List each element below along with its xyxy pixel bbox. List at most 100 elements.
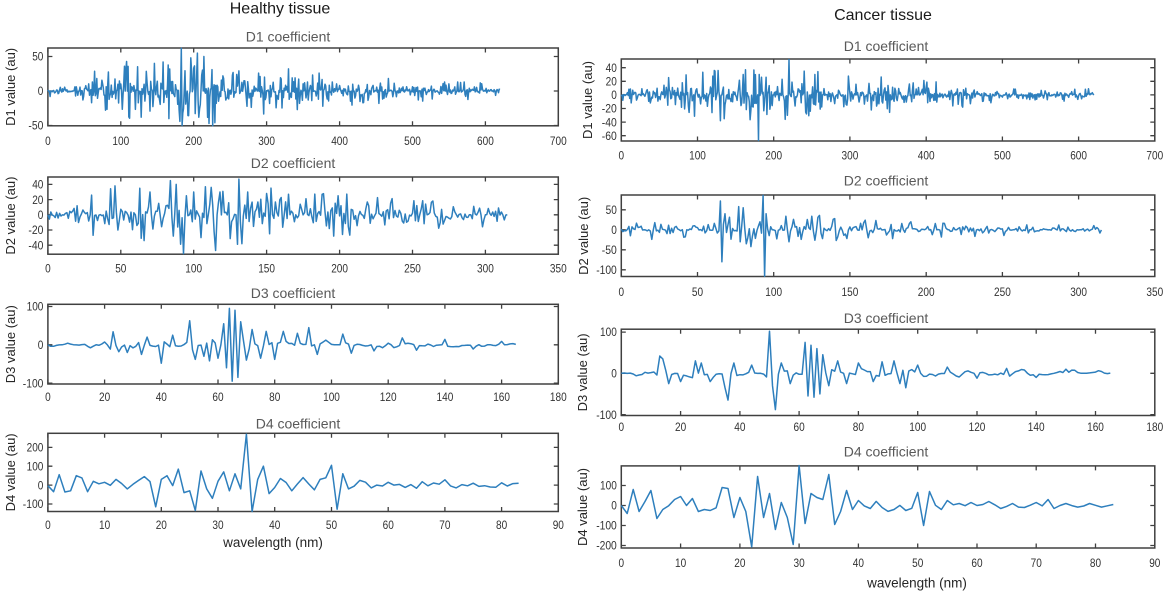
svg-text:-40: -40 bbox=[602, 115, 617, 129]
svg-text:-50: -50 bbox=[602, 243, 617, 257]
svg-text:40: 40 bbox=[156, 390, 167, 404]
svg-text:50: 50 bbox=[912, 556, 923, 570]
svg-text:0: 0 bbox=[611, 88, 617, 102]
svg-text:50: 50 bbox=[692, 285, 703, 299]
svg-text:0: 0 bbox=[619, 556, 625, 570]
svg-text:350: 350 bbox=[550, 261, 567, 275]
svg-text:100: 100 bbox=[27, 300, 44, 314]
svg-text:0: 0 bbox=[619, 148, 625, 162]
svg-text:0: 0 bbox=[611, 367, 617, 381]
svg-text:wavelength (nm): wavelength (nm) bbox=[222, 535, 323, 550]
svg-text:-40: -40 bbox=[28, 238, 43, 252]
svg-text:D3 value (au): D3 value (au) bbox=[575, 333, 590, 411]
svg-text:D1 coefficient: D1 coefficient bbox=[844, 38, 929, 54]
svg-text:0: 0 bbox=[45, 134, 51, 148]
svg-text:D4 value (au): D4 value (au) bbox=[575, 468, 590, 546]
svg-text:700: 700 bbox=[1146, 148, 1163, 162]
svg-text:300: 300 bbox=[477, 261, 494, 275]
svg-text:-100: -100 bbox=[596, 408, 617, 422]
svg-text:40: 40 bbox=[269, 518, 280, 532]
svg-text:140: 140 bbox=[1028, 420, 1045, 434]
svg-text:100: 100 bbox=[112, 134, 129, 148]
svg-text:-100: -100 bbox=[23, 376, 44, 390]
svg-text:300: 300 bbox=[258, 134, 275, 148]
svg-text:0: 0 bbox=[619, 285, 625, 299]
svg-text:80: 80 bbox=[853, 420, 864, 434]
svg-text:-100: -100 bbox=[596, 263, 617, 277]
svg-text:600: 600 bbox=[477, 134, 494, 148]
svg-text:30: 30 bbox=[794, 556, 805, 570]
svg-text:20: 20 bbox=[32, 193, 43, 207]
svg-text:350: 350 bbox=[1146, 285, 1163, 299]
svg-text:600: 600 bbox=[1070, 148, 1087, 162]
svg-text:160: 160 bbox=[493, 390, 510, 404]
svg-text:-50: -50 bbox=[28, 119, 43, 133]
svg-text:0: 0 bbox=[38, 338, 44, 352]
svg-text:100: 100 bbox=[185, 261, 202, 275]
svg-text:80: 80 bbox=[496, 518, 507, 532]
svg-text:-20: -20 bbox=[28, 223, 43, 237]
svg-text:80: 80 bbox=[1090, 556, 1101, 570]
svg-text:0: 0 bbox=[45, 261, 51, 275]
svg-text:180: 180 bbox=[1146, 420, 1163, 434]
svg-text:500: 500 bbox=[994, 148, 1011, 162]
svg-text:200: 200 bbox=[331, 261, 348, 275]
svg-text:-200: -200 bbox=[596, 539, 617, 553]
svg-text:D1 value (au): D1 value (au) bbox=[580, 61, 595, 139]
svg-text:700: 700 bbox=[550, 134, 567, 148]
svg-text:-100: -100 bbox=[596, 519, 617, 533]
svg-text:D2 coefficient: D2 coefficient bbox=[251, 155, 336, 171]
svg-text:D2 value (au): D2 value (au) bbox=[576, 197, 591, 275]
svg-text:80: 80 bbox=[269, 390, 280, 404]
svg-text:-20: -20 bbox=[602, 102, 617, 116]
svg-text:D1 value (au): D1 value (au) bbox=[3, 48, 18, 126]
svg-text:400: 400 bbox=[331, 134, 348, 148]
svg-text:60: 60 bbox=[794, 420, 805, 434]
svg-text:wavelength (nm): wavelength (nm) bbox=[866, 575, 967, 590]
svg-text:100: 100 bbox=[689, 148, 706, 162]
svg-text:0: 0 bbox=[619, 420, 625, 434]
svg-text:100: 100 bbox=[765, 285, 782, 299]
svg-text:300: 300 bbox=[1070, 285, 1087, 299]
svg-text:60: 60 bbox=[971, 556, 982, 570]
svg-text:120: 120 bbox=[380, 390, 397, 404]
svg-text:0: 0 bbox=[611, 499, 617, 513]
svg-text:160: 160 bbox=[1087, 420, 1104, 434]
svg-text:60: 60 bbox=[383, 518, 394, 532]
svg-text:D4 value (au): D4 value (au) bbox=[3, 433, 18, 511]
svg-text:200: 200 bbox=[765, 148, 782, 162]
svg-text:40: 40 bbox=[853, 556, 864, 570]
svg-text:90: 90 bbox=[553, 518, 564, 532]
svg-text:70: 70 bbox=[1031, 556, 1042, 570]
svg-text:140: 140 bbox=[437, 390, 454, 404]
svg-text:40: 40 bbox=[734, 420, 745, 434]
svg-text:0: 0 bbox=[45, 518, 51, 532]
svg-text:10: 10 bbox=[675, 556, 686, 570]
svg-text:-60: -60 bbox=[602, 129, 617, 143]
svg-text:20: 20 bbox=[675, 420, 686, 434]
svg-text:D4 coefficient: D4 coefficient bbox=[844, 444, 929, 460]
svg-text:250: 250 bbox=[404, 261, 421, 275]
svg-text:200: 200 bbox=[918, 285, 935, 299]
svg-text:90: 90 bbox=[1149, 556, 1160, 570]
svg-text:100: 100 bbox=[323, 390, 340, 404]
svg-text:150: 150 bbox=[842, 285, 859, 299]
svg-text:400: 400 bbox=[918, 148, 935, 162]
svg-text:40: 40 bbox=[32, 178, 43, 192]
svg-text:20: 20 bbox=[156, 518, 167, 532]
svg-text:D2 value (au): D2 value (au) bbox=[3, 177, 18, 255]
svg-text:10: 10 bbox=[99, 518, 110, 532]
svg-text:-100: -100 bbox=[23, 497, 44, 511]
svg-text:0: 0 bbox=[38, 208, 44, 222]
svg-text:20: 20 bbox=[734, 556, 745, 570]
svg-text:100: 100 bbox=[909, 420, 926, 434]
svg-text:100: 100 bbox=[600, 479, 617, 493]
svg-text:300: 300 bbox=[842, 148, 859, 162]
svg-text:0: 0 bbox=[38, 478, 44, 492]
svg-text:200: 200 bbox=[27, 441, 44, 455]
svg-text:70: 70 bbox=[439, 518, 450, 532]
svg-text:180: 180 bbox=[550, 390, 567, 404]
svg-text:D3 value (au): D3 value (au) bbox=[3, 305, 18, 383]
svg-text:100: 100 bbox=[27, 459, 44, 473]
svg-text:150: 150 bbox=[258, 261, 275, 275]
